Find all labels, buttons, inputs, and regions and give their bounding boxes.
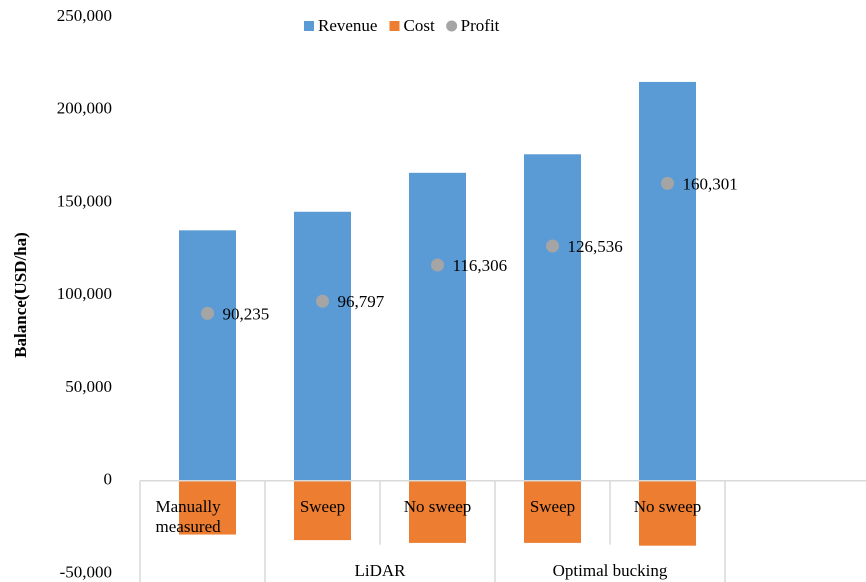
y-tick-label: 50,000 xyxy=(65,377,112,396)
bar xyxy=(294,480,351,541)
y-axis-title: Balance(USD/ha) xyxy=(11,232,30,358)
x-tick-label: No sweep xyxy=(403,496,472,516)
bar xyxy=(639,480,696,546)
data-label: 90,235 xyxy=(223,304,270,323)
legend-swatch xyxy=(446,20,458,32)
x-tick-label: No sweep xyxy=(633,496,702,516)
bar xyxy=(409,172,466,481)
x-tick-label: Sweep xyxy=(529,496,576,516)
bar xyxy=(524,480,581,543)
bar xyxy=(524,154,581,481)
y-tick-label: 150,000 xyxy=(57,191,112,210)
legend-label: Revenue xyxy=(318,16,377,35)
bar xyxy=(409,480,466,543)
profit-point xyxy=(316,294,329,308)
y-tick-label: -50,000 xyxy=(60,562,112,581)
y-tick-label: 0 xyxy=(104,470,113,489)
profit-point xyxy=(661,176,674,190)
data-label: 96,797 xyxy=(338,292,385,311)
y-tick-label: 100,000 xyxy=(57,284,112,303)
y-tick-label: 200,000 xyxy=(57,99,112,118)
profit-point xyxy=(546,239,559,253)
bar xyxy=(179,230,236,481)
bar xyxy=(179,480,236,535)
y-tick-label: 250,000 xyxy=(57,6,112,25)
group-label: LiDAR xyxy=(355,561,407,580)
bar xyxy=(294,211,351,481)
profit-point xyxy=(431,258,444,272)
x-tick-label: Sweep xyxy=(299,496,346,516)
profit-point xyxy=(201,306,214,320)
group-label: Optimal bucking xyxy=(553,561,668,580)
bar xyxy=(639,81,696,481)
x-tick-label: Manually measured xyxy=(155,496,221,536)
data-label: 126,536 xyxy=(568,237,623,256)
legend-label: Cost xyxy=(403,16,434,35)
data-label: 116,306 xyxy=(453,256,508,275)
data-label: 160,301 xyxy=(683,174,738,193)
legend-label: Profit xyxy=(461,16,500,35)
legend-swatch xyxy=(304,21,314,31)
legend-swatch xyxy=(389,21,400,31)
